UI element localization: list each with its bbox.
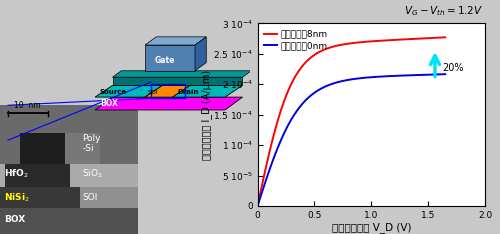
- Text: Drain: Drain: [178, 89, 199, 95]
- Polygon shape: [95, 85, 162, 97]
- Polygon shape: [145, 45, 195, 71]
- Text: $V_G-V_{th}=1.2V$: $V_G-V_{th}=1.2V$: [404, 5, 482, 18]
- Text: 10  nm: 10 nm: [14, 102, 41, 110]
- Polygon shape: [5, 164, 70, 187]
- Polygon shape: [145, 85, 190, 97]
- Polygon shape: [0, 187, 80, 208]
- Polygon shape: [0, 164, 138, 187]
- Text: Gate: Gate: [155, 56, 176, 65]
- Polygon shape: [112, 71, 251, 77]
- X-axis label: ドレイン電圧 V_D (V): ドレイン電圧 V_D (V): [332, 223, 411, 234]
- Y-axis label: ドレイン電流 I_D (A/μm): ドレイン電流 I_D (A/μm): [200, 69, 211, 160]
- Polygon shape: [195, 37, 206, 71]
- Polygon shape: [95, 97, 242, 110]
- Polygon shape: [20, 133, 100, 164]
- Text: 20%: 20%: [442, 63, 464, 73]
- Text: BOX: BOX: [4, 215, 25, 224]
- Polygon shape: [0, 208, 138, 234]
- Text: Poly
-Si: Poly -Si: [82, 134, 101, 153]
- Text: SOI: SOI: [148, 90, 158, 95]
- Polygon shape: [0, 105, 138, 234]
- Legend: 横方向成長8nm, 横方向成長0nm: 横方向成長8nm, 横方向成長0nm: [262, 28, 330, 52]
- Polygon shape: [112, 77, 242, 85]
- Polygon shape: [172, 85, 242, 97]
- Text: SiO$_2$: SiO$_2$: [82, 168, 103, 180]
- Text: Source: Source: [100, 89, 127, 95]
- Text: HfO$_2$: HfO$_2$: [4, 168, 28, 180]
- Text: NiSi$_2$: NiSi$_2$: [4, 191, 30, 204]
- Text: BOX: BOX: [100, 99, 118, 109]
- Text: SOI: SOI: [82, 193, 98, 202]
- Polygon shape: [20, 133, 65, 164]
- Polygon shape: [0, 187, 138, 208]
- Polygon shape: [145, 37, 206, 45]
